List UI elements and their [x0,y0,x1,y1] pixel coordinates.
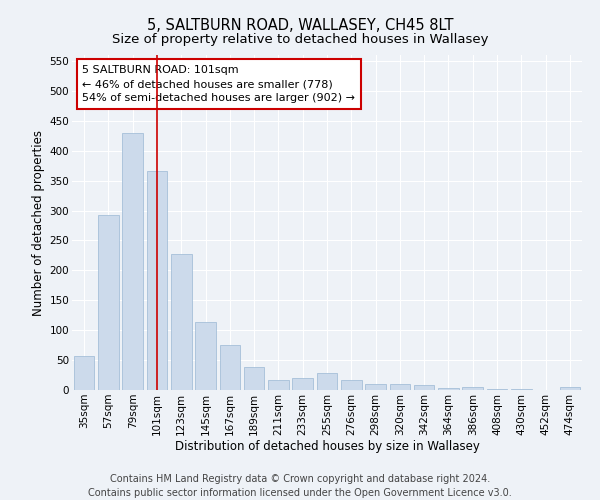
Bar [74,356,94,390]
Bar [317,372,337,390]
Bar [487,389,508,390]
Bar [389,384,410,390]
Bar [292,378,313,390]
Bar [268,380,289,390]
Bar [341,380,362,390]
Bar [98,214,119,390]
Bar [365,384,386,390]
Text: 5 SALTBURN ROAD: 101sqm
← 46% of detached houses are smaller (778)
54% of semi-d: 5 SALTBURN ROAD: 101sqm ← 46% of detache… [82,65,355,103]
Text: Size of property relative to detached houses in Wallasey: Size of property relative to detached ho… [112,32,488,46]
Bar [195,322,216,390]
Bar [463,387,483,390]
Bar [171,254,191,390]
Bar [122,133,143,390]
Y-axis label: Number of detached properties: Number of detached properties [32,130,46,316]
X-axis label: Distribution of detached houses by size in Wallasey: Distribution of detached houses by size … [175,440,479,454]
Bar [414,385,434,390]
Bar [146,171,167,390]
Bar [220,344,240,390]
Bar [244,368,265,390]
Text: 5, SALTBURN ROAD, WALLASEY, CH45 8LT: 5, SALTBURN ROAD, WALLASEY, CH45 8LT [147,18,453,32]
Bar [560,387,580,390]
Bar [438,388,459,390]
Text: Contains HM Land Registry data © Crown copyright and database right 2024.
Contai: Contains HM Land Registry data © Crown c… [88,474,512,498]
